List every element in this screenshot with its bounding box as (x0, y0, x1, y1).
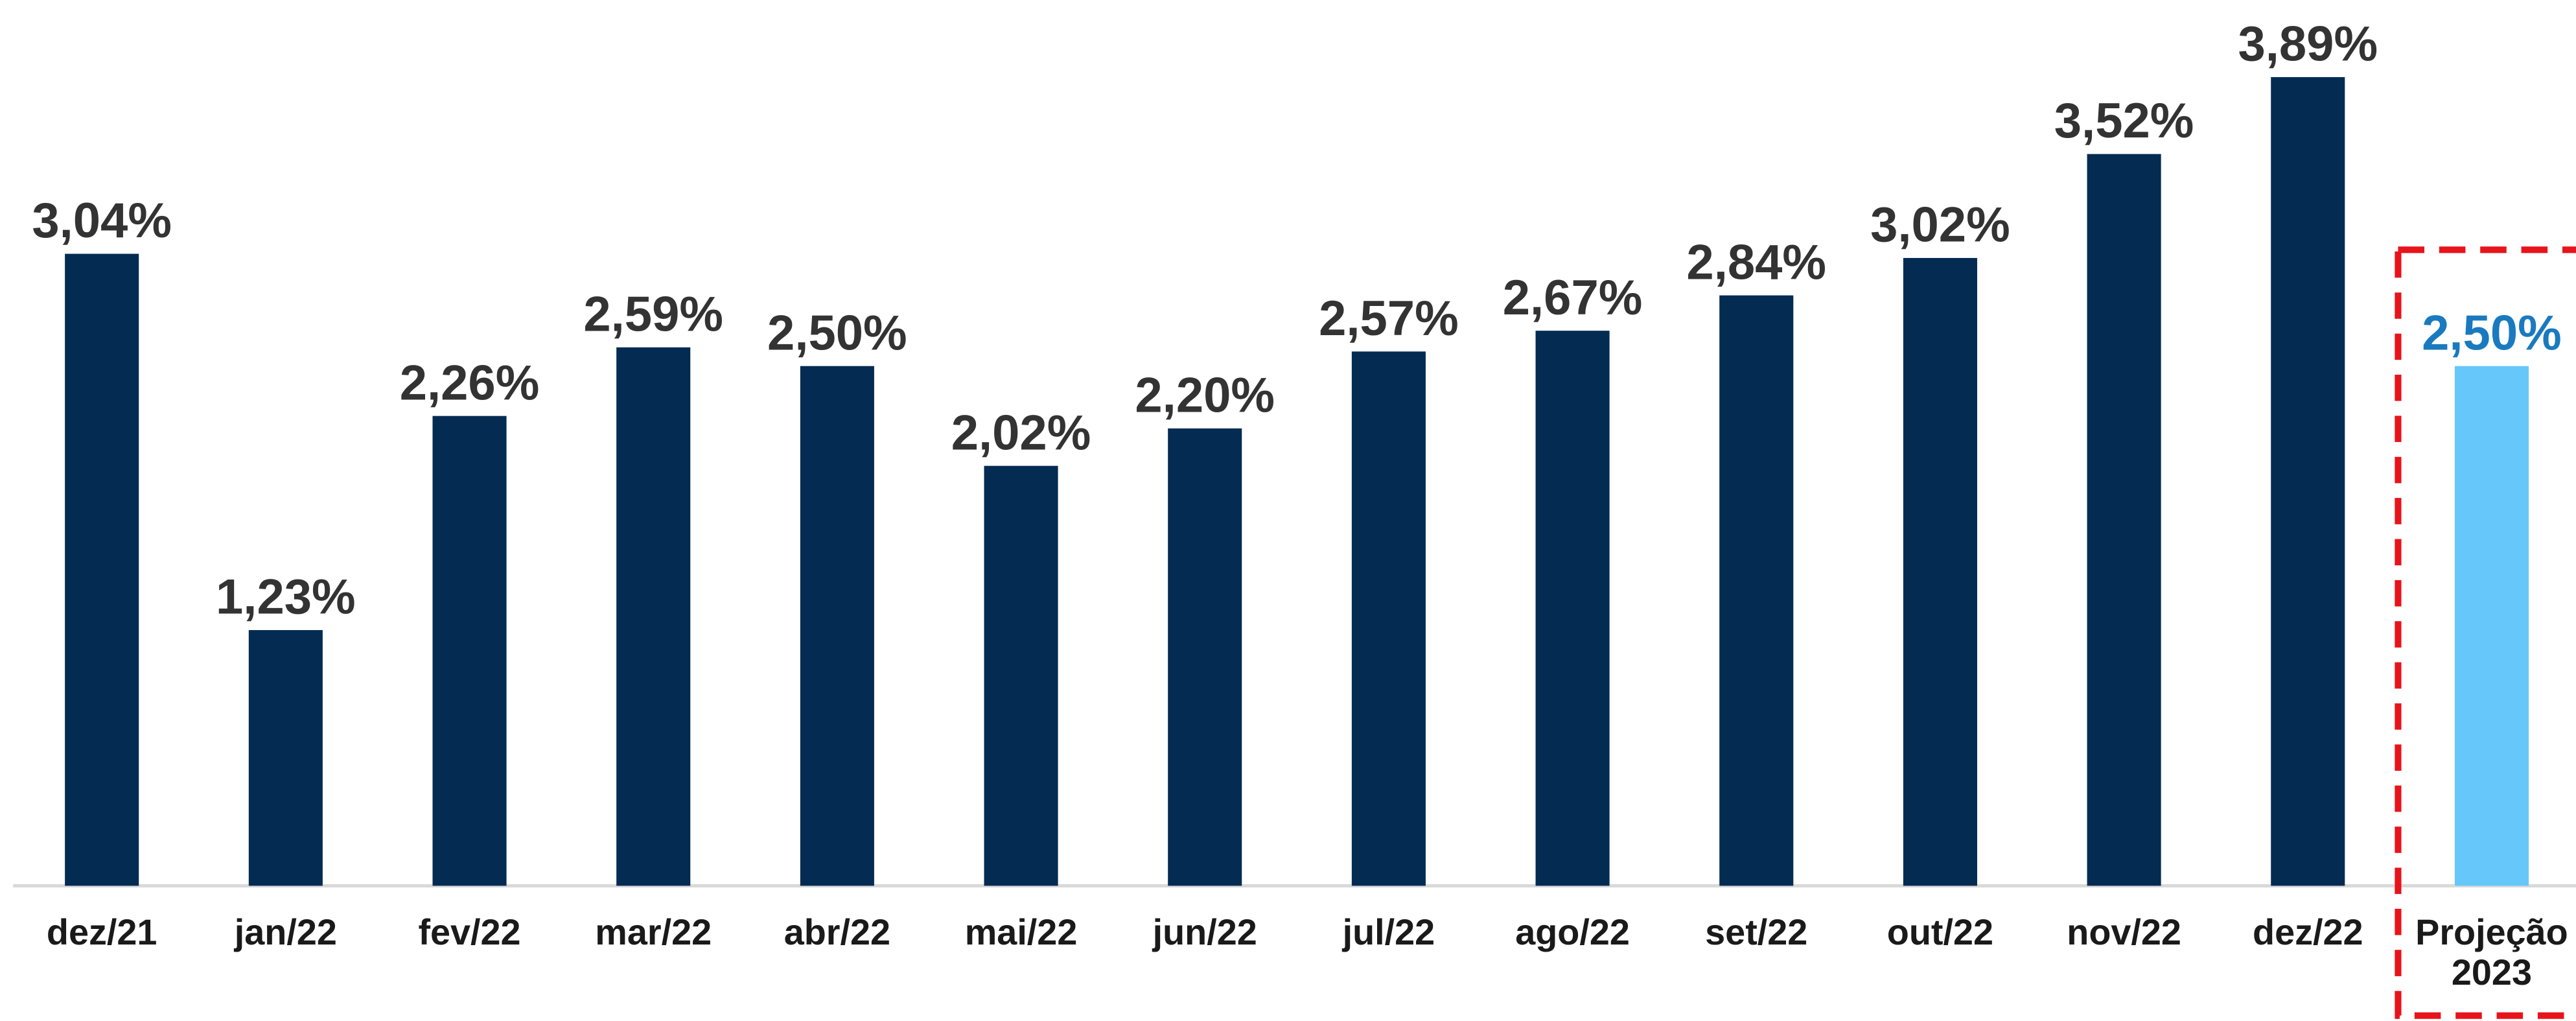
bar (616, 347, 691, 886)
x-tick-label: dez/22 (2253, 911, 2363, 952)
value-label: 2,26% (400, 355, 540, 410)
value-label: 1,23% (216, 570, 356, 625)
bar (1351, 351, 1426, 886)
x-tick-label: jul/22 (1342, 911, 1435, 952)
bar (2087, 154, 2161, 886)
x-tick-label: abr/22 (783, 911, 891, 952)
x-tick-label: out/22 (1886, 911, 1994, 952)
x-tick-label: ago/22 (1515, 911, 1630, 952)
value-label: 2,84% (1686, 235, 1826, 290)
value-label: 3,04% (32, 193, 172, 248)
x-tick-label: mar/22 (595, 911, 712, 952)
highlight-box (2395, 246, 2576, 1019)
bar (65, 253, 139, 886)
bar (1719, 295, 1794, 886)
x-tick-label: jan/22 (234, 911, 337, 952)
bar (2271, 76, 2345, 886)
value-label: 2,67% (1503, 270, 1643, 325)
value-label: 2,50% (767, 305, 907, 360)
bar (1168, 428, 1242, 886)
bar (800, 366, 874, 886)
value-label: 2,59% (583, 287, 723, 342)
x-tick-label: set/22 (1705, 911, 1808, 952)
value-label: 3,89% (2238, 17, 2378, 72)
bar (1903, 257, 1977, 886)
x-tick-label: nov/22 (2067, 911, 2181, 952)
bar (1535, 331, 1610, 886)
value-label: 2,57% (1319, 291, 1459, 346)
x-tick-label: mai/22 (964, 911, 1078, 952)
value-label: 3,52% (2054, 93, 2194, 148)
x-tick-label: jun/22 (1152, 911, 1257, 952)
bar (984, 465, 1058, 886)
value-label: 2,50% (2422, 305, 2562, 360)
x-tick-label: Projeção 2023 (2415, 911, 2568, 993)
bar (432, 416, 507, 886)
value-label: 2,02% (951, 405, 1091, 460)
value-label: 2,20% (1135, 368, 1275, 423)
bar (248, 629, 323, 886)
bar (2454, 366, 2529, 886)
x-tick-label: dez/21 (46, 911, 157, 952)
value-label: 3,02% (1870, 198, 2010, 253)
x-tick-label: fev/22 (418, 911, 521, 952)
